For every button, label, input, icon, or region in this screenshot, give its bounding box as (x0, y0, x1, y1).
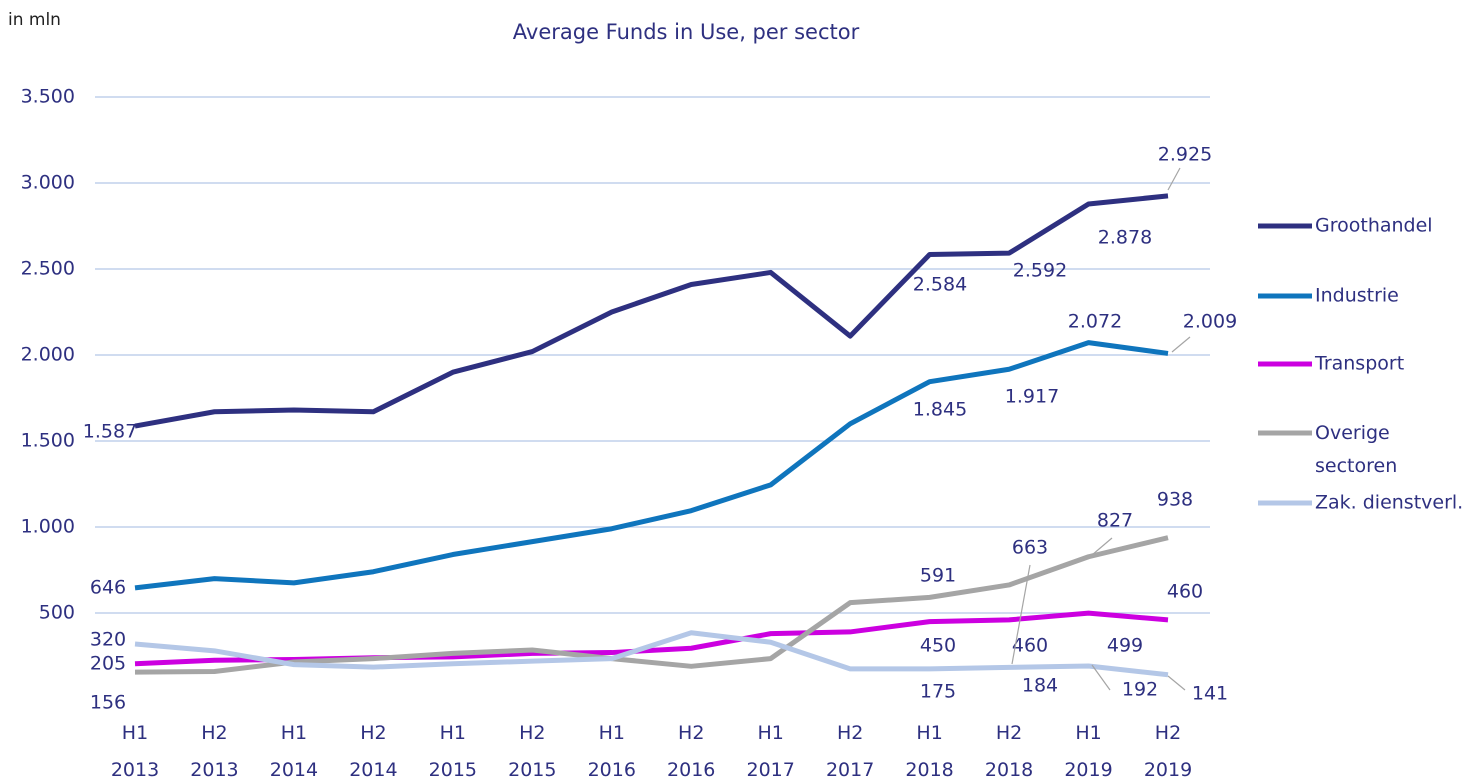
y-tick-label: 1.000 (21, 516, 75, 538)
data-label: 184 (1022, 675, 1058, 697)
x-tick-label: H1 2014 (270, 722, 318, 779)
x-tick-label: H2 2014 (349, 722, 397, 779)
y-tick-label: 2.500 (21, 258, 75, 280)
legend-label: Zak. dienstverl. (1315, 492, 1463, 514)
data-label: 460 (1167, 581, 1203, 603)
data-label: 499 (1107, 635, 1143, 657)
data-label: 591 (920, 565, 956, 587)
data-label: 320 (90, 629, 126, 651)
data-label: 450 (920, 635, 956, 657)
legend-label: Industrie (1315, 285, 1399, 307)
data-label: 192 (1122, 679, 1158, 701)
data-label: 646 (90, 577, 126, 599)
x-tick-label: H2 2017 (826, 722, 874, 779)
data-label: 2.072 (1068, 311, 1122, 333)
legend-label: Overige sectoren (1315, 422, 1397, 477)
legend-label: Transport (1314, 353, 1404, 375)
data-label: 1.917 (1005, 386, 1059, 408)
leader-line (1167, 167, 1181, 191)
x-tick-label: H2 2018 (985, 722, 1033, 779)
data-label: 938 (1157, 489, 1193, 511)
legend-label: Groothandel (1315, 215, 1433, 237)
data-label: 2.584 (913, 274, 967, 296)
y-tick-label: 3.000 (21, 172, 75, 194)
leader-line (1167, 675, 1186, 691)
x-tick-label: H1 2016 (588, 722, 636, 779)
leader-line (1171, 336, 1191, 353)
data-label: 460 (1012, 635, 1048, 657)
data-label: 141 (1192, 683, 1228, 705)
line (134, 535, 1169, 675)
line (134, 630, 1169, 678)
chart-title: Average Funds in Use, per sector (513, 20, 860, 44)
y-tick-label: 500 (39, 602, 75, 624)
leader-line (1011, 564, 1031, 665)
data-label: 2.592 (1013, 260, 1067, 282)
x-tick-label: H2 2016 (667, 722, 715, 779)
y-unit: in mln (8, 10, 61, 30)
data-label: 2.878 (1098, 227, 1152, 249)
y-tick-label: 2.000 (21, 344, 75, 366)
x-tick-label: H1 2013 (111, 722, 159, 779)
data-label: 205 (90, 653, 126, 675)
x-tick-label: H2 2015 (508, 722, 556, 779)
leader-line (1091, 537, 1113, 556)
data-label: 156 (90, 692, 126, 714)
data-label: 1.587 (83, 421, 137, 443)
x-tick-label: H1 2017 (747, 722, 795, 779)
data-label: 1.845 (913, 399, 967, 421)
x-tick-label: H2 2013 (190, 722, 238, 779)
y-tick-label: 3.500 (21, 86, 75, 108)
y-tick-label: 1.500 (21, 430, 75, 452)
x-tick-label: H1 2015 (429, 722, 477, 779)
line (134, 193, 1169, 429)
leader-line (1091, 664, 1111, 691)
line (134, 340, 1169, 591)
data-label: 175 (920, 681, 956, 703)
data-label: 2.925 (1158, 144, 1212, 166)
data-label: 2.009 (1183, 311, 1237, 333)
x-tick-label: H2 2019 (1144, 722, 1192, 779)
x-tick-label: H1 2018 (905, 722, 953, 779)
x-tick-label: H1 2019 (1064, 722, 1112, 779)
data-label: 827 (1097, 510, 1133, 532)
data-label: 663 (1012, 537, 1048, 559)
